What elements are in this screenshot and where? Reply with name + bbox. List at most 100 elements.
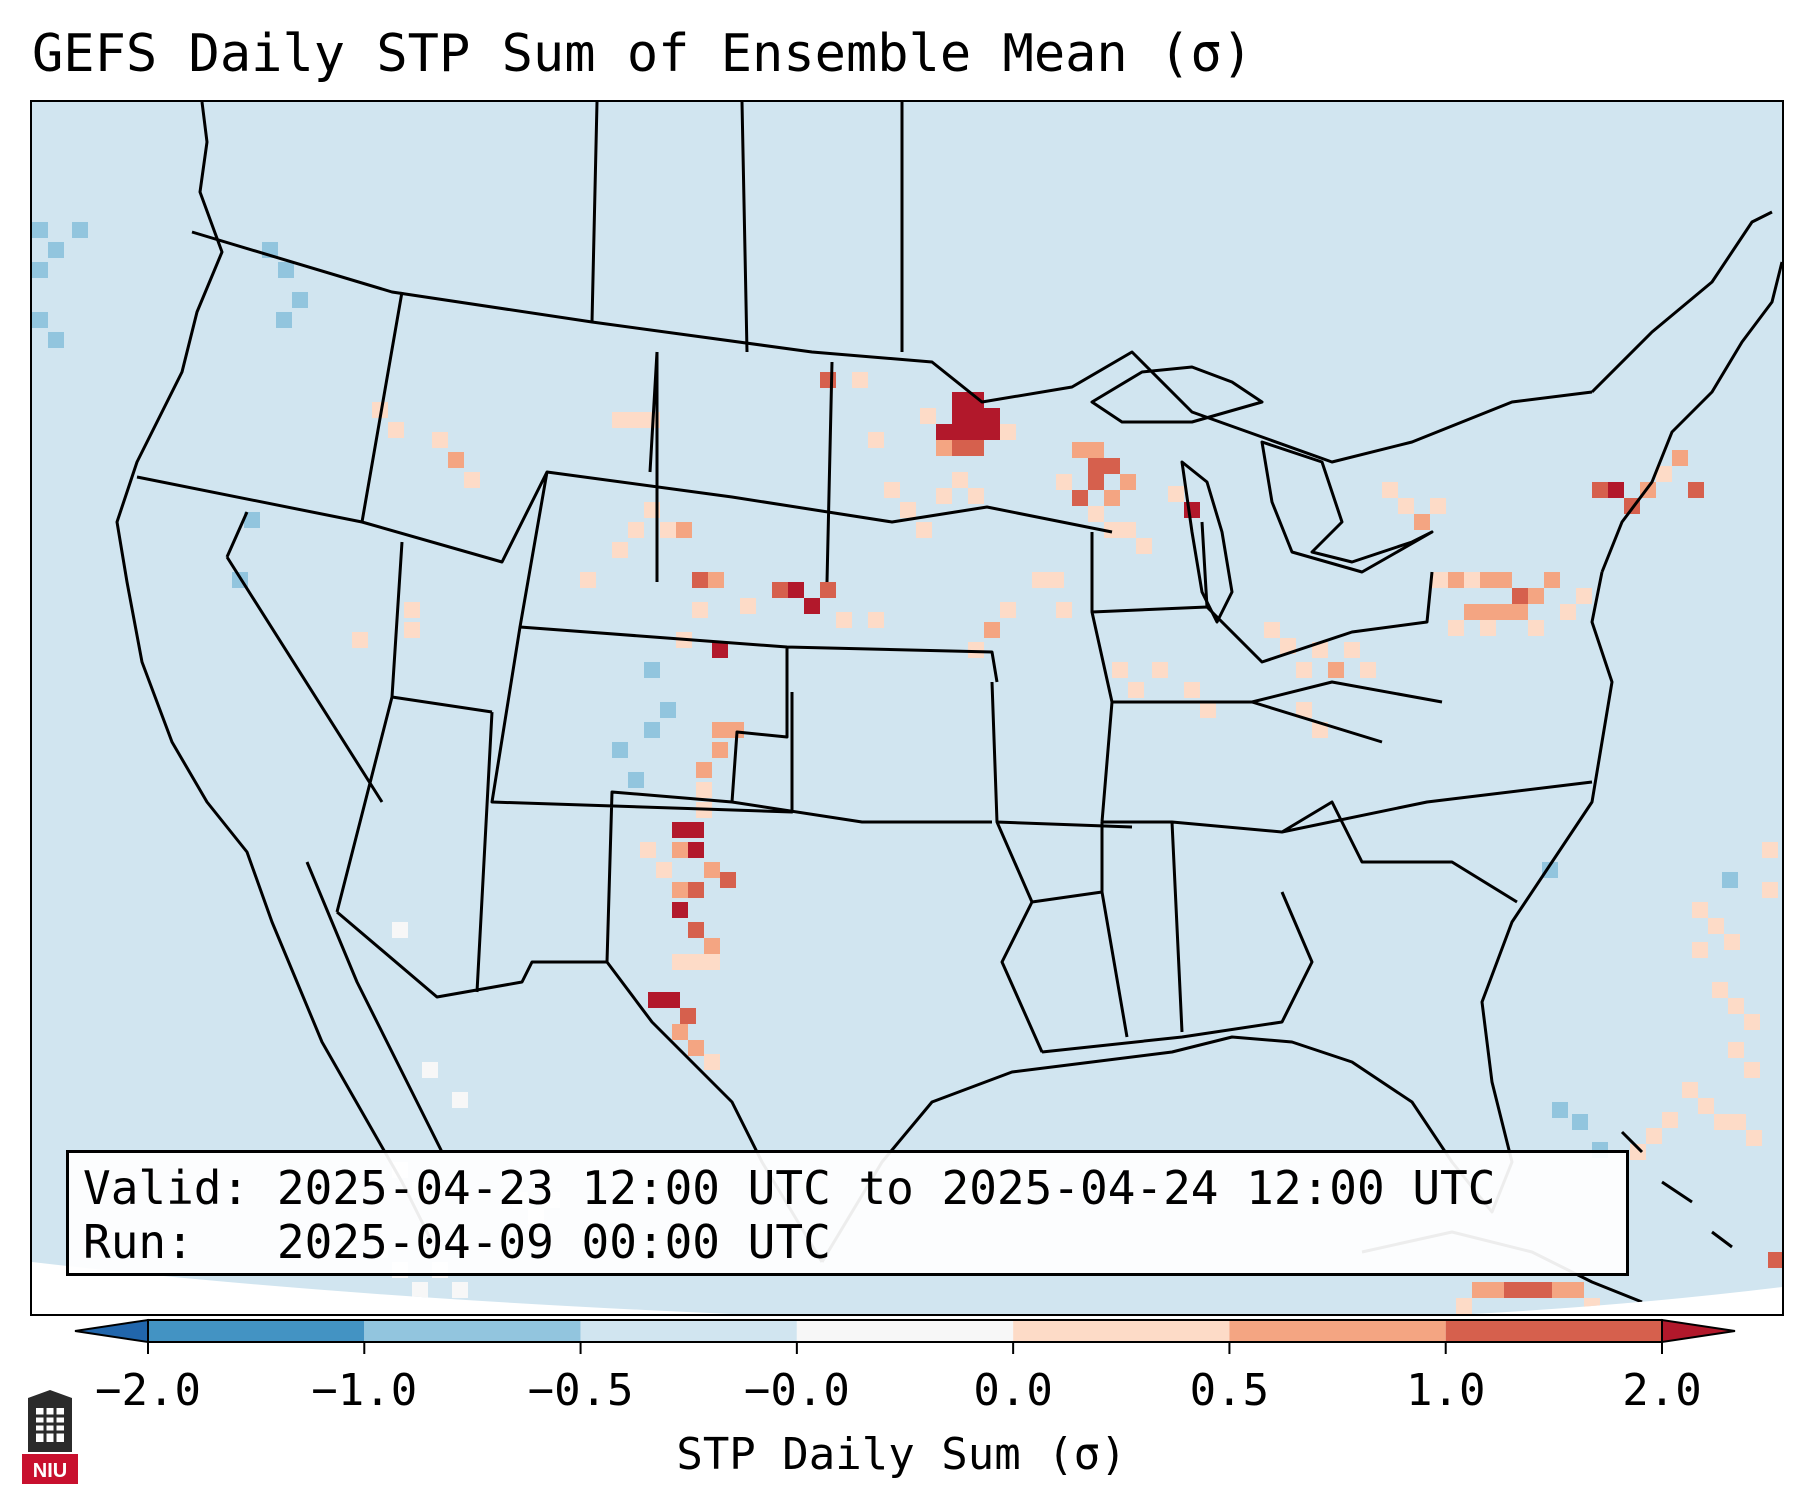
anomaly-cell <box>1088 506 1104 522</box>
anomaly-cell <box>644 662 660 678</box>
anomaly-cell <box>1056 602 1072 618</box>
anomaly-cell <box>1630 1144 1646 1160</box>
anomaly-cell <box>1762 882 1778 898</box>
anomaly-cell <box>692 572 708 588</box>
anomaly-cell <box>1344 642 1360 658</box>
anomaly-cell <box>968 424 984 440</box>
anomaly-cell <box>900 502 916 518</box>
anomaly-cell <box>676 522 692 538</box>
anomaly-cell <box>1744 1014 1760 1030</box>
anomaly-cell <box>1672 450 1688 466</box>
anomaly-cell <box>696 762 712 778</box>
anomaly-cell <box>1464 572 1480 588</box>
anomaly-cell <box>1528 588 1544 604</box>
anomaly-cell <box>1544 572 1560 588</box>
colorbar-bin <box>580 1320 797 1342</box>
anomaly-cell <box>1120 474 1136 490</box>
anomaly-cell <box>1592 482 1608 498</box>
anomaly-cell <box>920 408 936 424</box>
anomaly-cell <box>968 392 984 408</box>
anomaly-cell <box>868 612 884 628</box>
anomaly-cell <box>704 938 720 954</box>
anomaly-cell <box>696 782 712 798</box>
valid-label: Valid: <box>83 1161 250 1215</box>
anomaly-cell <box>1296 662 1312 678</box>
anomaly-cell <box>48 242 64 258</box>
anomaly-cell <box>952 440 968 456</box>
anomaly-cell <box>1768 1252 1782 1268</box>
anomaly-cell <box>1280 638 1296 654</box>
anomaly-cell <box>1448 572 1464 588</box>
anomaly-cell <box>1136 538 1152 554</box>
anomaly-cell <box>1746 1130 1762 1146</box>
anomaly-cell <box>1552 1102 1568 1118</box>
anomaly-cell <box>952 408 968 424</box>
anomaly-cell <box>1698 1098 1714 1114</box>
lake-michigan <box>1180 460 1234 624</box>
anomaly-cell <box>32 222 48 238</box>
anomaly-cell <box>1496 604 1512 620</box>
anomaly-cell <box>1520 1282 1536 1298</box>
anomaly-cell <box>952 472 968 488</box>
colorbar-label: STP Daily Sum (σ) <box>676 1429 1127 1480</box>
bahamas <box>1620 1130 1733 1249</box>
anomaly-cell <box>1692 902 1708 918</box>
anomaly-cell <box>936 440 952 456</box>
anomaly-cell <box>672 1024 688 1040</box>
anomaly-cell <box>688 922 704 938</box>
anomaly-cell <box>984 408 1000 424</box>
anomaly-cell <box>772 582 788 598</box>
anomaly-cell <box>936 424 952 440</box>
anomaly-cell <box>1112 662 1128 678</box>
anomaly-cell <box>648 992 664 1008</box>
anomaly-cell <box>740 598 756 614</box>
anomaly-cell <box>1560 604 1576 620</box>
anomaly-cell <box>1056 474 1072 490</box>
anomaly-cell <box>688 882 704 898</box>
lake-superior <box>1090 365 1264 424</box>
coastline-and-borders <box>115 102 1782 1304</box>
niu-logo-icon: NIU <box>22 1390 78 1484</box>
anomaly-cell <box>422 1062 438 1078</box>
anomaly-cell <box>1572 1114 1588 1130</box>
anomaly-cell <box>1682 1082 1698 1098</box>
anomaly-cell <box>1730 1114 1746 1130</box>
anomaly-cell <box>688 954 704 970</box>
anomaly-cell <box>1552 1282 1568 1298</box>
anomaly-cell <box>1744 1062 1760 1078</box>
anomaly-cell <box>292 292 308 308</box>
anomaly-cell <box>672 842 688 858</box>
anomaly-cell <box>660 702 676 718</box>
anomaly-cell <box>1688 482 1704 498</box>
anomaly-cell <box>692 602 708 618</box>
anomaly-cell <box>1000 424 1016 440</box>
anomaly-cell <box>1712 982 1728 998</box>
anomaly-cell <box>1312 722 1328 738</box>
anomaly-cell <box>244 512 260 528</box>
colorbar-tick-label: 0.5 <box>1189 1365 1270 1416</box>
anomaly-cell <box>1542 862 1558 878</box>
anomaly-cell <box>708 572 724 588</box>
anomaly-cell <box>1512 588 1528 604</box>
baja-coastline <box>305 861 444 1153</box>
anomaly-cell <box>672 902 688 918</box>
anomaly-cell <box>278 262 294 278</box>
anomaly-cell <box>1692 942 1708 958</box>
anomaly-cell <box>452 1282 468 1298</box>
colorbar-extend-low <box>74 1318 149 1344</box>
colorbar-tick-marks <box>147 1342 1663 1354</box>
anomaly-cell <box>884 482 900 498</box>
anomaly-cell <box>688 842 704 858</box>
colorbar-bin <box>1229 1320 1446 1342</box>
anomaly-cell <box>712 722 728 738</box>
anomaly-cell <box>1728 998 1744 1014</box>
anomaly-cell <box>672 822 688 838</box>
anomaly-cell <box>984 622 1000 638</box>
anomaly-cell <box>1662 1112 1678 1128</box>
anomaly-cell <box>1724 934 1740 950</box>
anomaly-cell <box>952 424 968 440</box>
anomaly-cell <box>1512 604 1528 620</box>
anomaly-cell <box>1168 486 1184 502</box>
anomaly-cell <box>32 262 48 278</box>
anomaly-cell <box>1184 682 1200 698</box>
